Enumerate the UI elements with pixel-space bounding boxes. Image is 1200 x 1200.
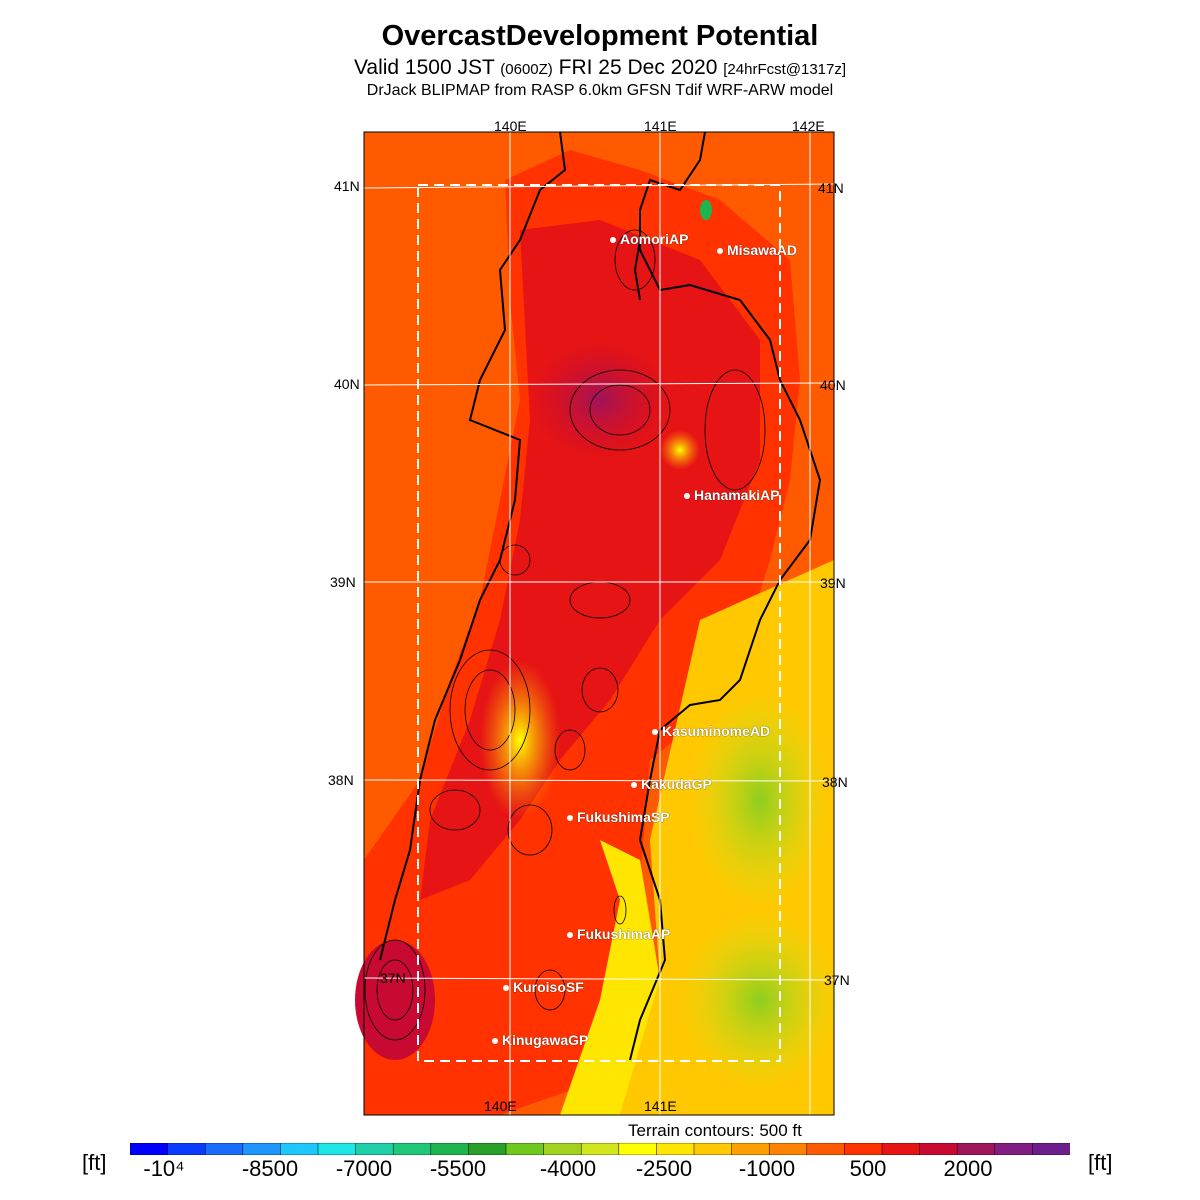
forecast-run: [24hrFcst@1317z] bbox=[723, 61, 847, 78]
colorbar-unit-right: [ft] bbox=[1088, 1150, 1113, 1175]
colorbar-segment bbox=[317, 1143, 357, 1155]
yellow-area-north bbox=[660, 430, 700, 470]
colorbar-segment bbox=[392, 1143, 432, 1155]
colorbar-segment bbox=[1032, 1143, 1070, 1155]
colorbar-tick-label: -4000 bbox=[539, 1156, 597, 1181]
colorbar-segment bbox=[618, 1143, 658, 1155]
site-marker: FukushimaSP bbox=[567, 809, 670, 825]
terrain-contour-note: Terrain contours: 500 ft bbox=[628, 1121, 802, 1140]
coastline bbox=[379, 131, 822, 1061]
lat-label-left: 37N bbox=[380, 970, 406, 986]
colorbar-tick-label: -10⁴ bbox=[143, 1156, 185, 1181]
colorbar-segment bbox=[994, 1143, 1034, 1155]
colorbar-segment bbox=[280, 1143, 319, 1155]
max-area-south bbox=[355, 940, 435, 1060]
map-title: OvercastDevelopment Potential bbox=[381, 20, 819, 52]
lat-label-left: 40N bbox=[334, 376, 360, 392]
lon-label-top: 142E bbox=[792, 118, 825, 134]
site-marker: FukushimaAP bbox=[567, 926, 670, 942]
colorbar-segment bbox=[768, 1143, 808, 1155]
site-marker: KuroisoSF bbox=[503, 979, 584, 995]
colorbar-segment bbox=[204, 1143, 244, 1155]
colorbar-segment bbox=[167, 1143, 206, 1155]
colorbar-segment bbox=[806, 1143, 846, 1155]
lat-label-right: 41N bbox=[818, 180, 844, 196]
colorbar-unit-left: [ft] bbox=[82, 1150, 107, 1175]
utc-time: (0600Z) bbox=[500, 61, 553, 78]
colorbar-tick-label: -5500 bbox=[429, 1156, 487, 1181]
site-marker: HanamakiAP bbox=[684, 487, 780, 503]
colorbar-tick-label: -1000 bbox=[738, 1156, 796, 1181]
yellow-area bbox=[480, 660, 560, 820]
green-area-south bbox=[680, 910, 840, 1090]
colorbar-segment bbox=[355, 1143, 394, 1155]
lon-label-bottom: 141E bbox=[644, 1098, 677, 1114]
graticule bbox=[363, 132, 835, 1115]
green-area bbox=[690, 690, 830, 910]
site-marker: KinugawaGP bbox=[492, 1032, 588, 1048]
colorbar-tick-label: 500 bbox=[849, 1156, 887, 1181]
colorbar-tick-label: -7000 bbox=[335, 1156, 393, 1181]
colorbar-segment bbox=[693, 1143, 733, 1155]
lat-label-right: 39N bbox=[820, 575, 846, 591]
colorbar-segment bbox=[543, 1143, 582, 1155]
colorbar-segment bbox=[430, 1143, 470, 1155]
max-area bbox=[530, 340, 670, 460]
forecast-date: FRI 25 Dec 2020 bbox=[558, 56, 718, 79]
colorbar-segment bbox=[956, 1143, 996, 1155]
lake-area bbox=[700, 200, 712, 220]
site-marker: KasuminomeAD bbox=[652, 723, 770, 739]
lat-label-left: 41N bbox=[334, 178, 360, 194]
colorbar-tick-label: 2000 bbox=[943, 1156, 993, 1181]
colorbar-tick-label: -2500 bbox=[635, 1156, 693, 1181]
model-description: DrJack BLIPMAP from RASP 6.0km GFSN Tdif… bbox=[366, 82, 834, 99]
lat-label-left: 38N bbox=[328, 772, 354, 788]
colorbar-segment bbox=[919, 1143, 958, 1155]
colorbar-segment bbox=[130, 1143, 169, 1155]
lat-label-right: 37N bbox=[824, 972, 850, 988]
colorbar-segment bbox=[242, 1143, 282, 1155]
colorbar-segment bbox=[580, 1143, 620, 1155]
lon-label-top: 141E bbox=[644, 118, 677, 134]
lon-label-bottom: 140E bbox=[484, 1098, 517, 1114]
colorbar-segment bbox=[505, 1143, 545, 1155]
site-marker: KakudaGP bbox=[631, 776, 712, 792]
colorbar-segment bbox=[881, 1143, 921, 1155]
map-frame bbox=[363, 131, 835, 1116]
colorbar-tick-label: -8500 bbox=[241, 1156, 299, 1181]
colorbar-segment bbox=[468, 1143, 507, 1155]
inner-domain-box bbox=[417, 184, 781, 1062]
valid-time: Valid 1500 JST (0600Z) FRI 25 Dec 2020 [… bbox=[0, 56, 1200, 80]
colorbar bbox=[130, 1143, 1070, 1155]
site-marker: MisawaAD bbox=[717, 242, 797, 258]
lat-label-right: 38N bbox=[822, 774, 848, 790]
lon-label-top: 140E bbox=[494, 118, 527, 134]
lat-label-right: 40N bbox=[820, 377, 846, 393]
colorbar-segment bbox=[656, 1143, 695, 1155]
site-marker: AomoriAP bbox=[610, 231, 688, 247]
colorbar-segment bbox=[844, 1143, 883, 1155]
colorbar-segment bbox=[731, 1143, 770, 1155]
valid-prefix: Valid 1500 JST bbox=[353, 56, 495, 79]
lat-label-left: 39N bbox=[330, 574, 356, 590]
